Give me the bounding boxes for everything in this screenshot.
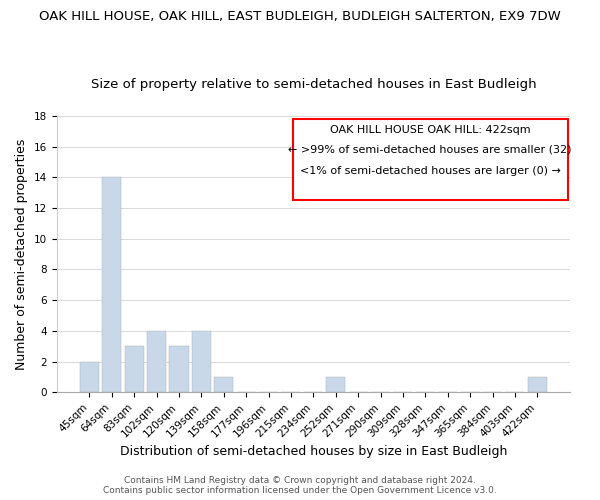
Bar (80, 362, 99, 392)
Text: OAK HILL HOUSE, OAK HILL, EAST BUDLEIGH, BUDLEIGH SALTERTON, EX9 7DW: OAK HILL HOUSE, OAK HILL, EAST BUDLEIGH,… (39, 10, 561, 23)
Bar (169, 346, 188, 393)
Text: OAK HILL HOUSE OAK HILL: 422sqm: OAK HILL HOUSE OAK HILL: 422sqm (329, 126, 530, 136)
Bar (528, 377, 547, 392)
Title: Size of property relative to semi-detached houses in East Budleigh: Size of property relative to semi-detach… (91, 78, 536, 91)
X-axis label: Distribution of semi-detached houses by size in East Budleigh: Distribution of semi-detached houses by … (119, 444, 507, 458)
Bar (147, 331, 166, 392)
FancyBboxPatch shape (293, 118, 568, 200)
Y-axis label: Number of semi-detached properties: Number of semi-detached properties (15, 138, 28, 370)
Text: Contains HM Land Registry data © Crown copyright and database right 2024.
Contai: Contains HM Land Registry data © Crown c… (103, 476, 497, 495)
Bar (192, 331, 211, 392)
Bar (125, 346, 144, 393)
Bar (326, 377, 345, 392)
Text: <1% of semi-detached houses are larger (0) →: <1% of semi-detached houses are larger (… (299, 166, 560, 175)
Bar (214, 377, 233, 392)
Text: ← >99% of semi-detached houses are smaller (32): ← >99% of semi-detached houses are small… (288, 145, 572, 155)
Bar (102, 177, 121, 392)
